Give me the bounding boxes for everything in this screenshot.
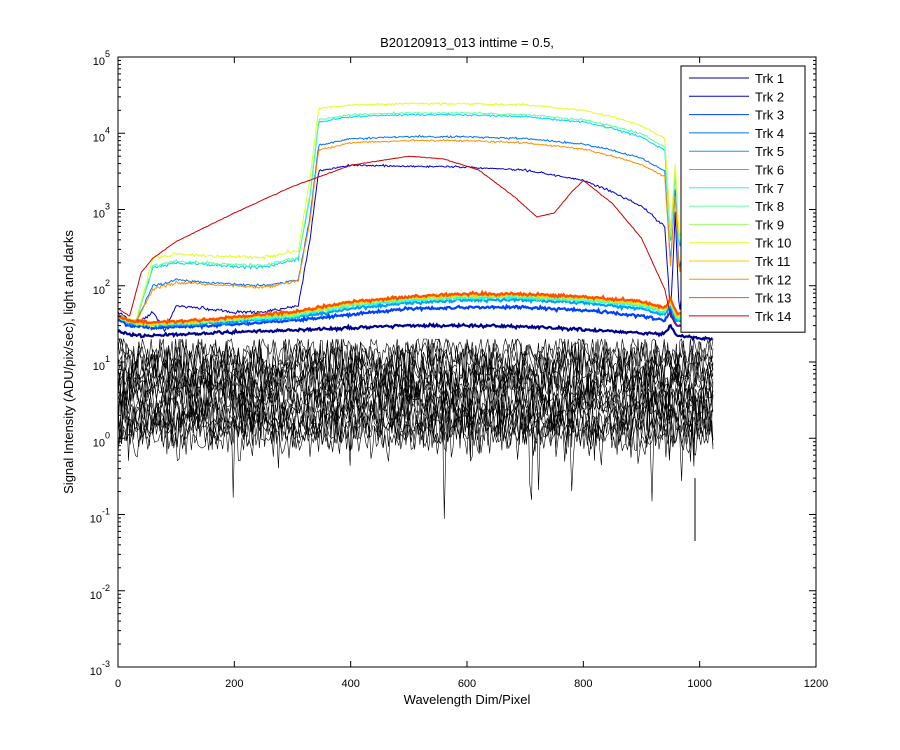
series-line-trk-8 <box>117 111 713 324</box>
legend-label: Trk 13 <box>755 291 791 306</box>
legend-label: Trk 5 <box>755 144 784 159</box>
x-axis-label: Wavelength Dim/Pixel <box>404 692 531 707</box>
legend-label: Trk 2 <box>755 89 784 104</box>
x-tick-label: 0 <box>115 678 121 690</box>
x-tick-label: 800 <box>574 678 592 690</box>
legend: Trk 1 Trk 2 Trk 3 Trk 4 Trk 5 Trk 6 Trk 7 Trk 8… <box>680 65 806 333</box>
dark-frame-trace <box>117 407 714 502</box>
legend-label: Trk 3 <box>755 108 784 123</box>
y-tick-label: 101 <box>93 354 110 373</box>
series-line-trk-2 <box>117 163 713 333</box>
dark-frame-trace <box>117 337 714 421</box>
series-line-trk-5 <box>117 296 713 328</box>
x-tick-label: 200 <box>225 678 243 690</box>
series-line-trk-13 <box>117 289 713 326</box>
x-axis: 0 200 400 600 800 1000 1200 <box>115 57 828 690</box>
legend-label: Trk 11 <box>755 254 790 269</box>
y-tick-label: 102 <box>93 278 110 297</box>
legend-box <box>680 65 806 333</box>
legend-label: Trk 8 <box>755 199 784 214</box>
legend-label: Trk 9 <box>755 217 784 232</box>
y-axis: 10-3 10-2 10-1 100 101 102 103 104 105 <box>90 49 816 678</box>
dark-frame-trace <box>117 346 714 444</box>
legend-label: Trk 10 <box>755 236 791 251</box>
series-line-trk-4 <box>117 134 713 326</box>
dark-frame-trace <box>117 384 714 467</box>
y-tick-label: 103 <box>93 202 110 221</box>
dark-frame-trace <box>117 403 714 519</box>
x-tick-label: 600 <box>458 678 476 690</box>
y-tick-label: 105 <box>93 49 110 68</box>
series-line-trk-12 <box>117 138 713 324</box>
legend-label: Trk 4 <box>755 126 784 141</box>
series-layer <box>117 101 714 342</box>
y-tick-label: 104 <box>93 125 110 144</box>
x-tick-label: 1200 <box>804 678 828 690</box>
series-line-trk-3 <box>117 303 714 332</box>
y-tick-label: 10-2 <box>90 583 110 602</box>
y-tick-label: 100 <box>93 430 110 449</box>
chart-title: B20120913_013 inttime = 0.5, <box>380 35 554 50</box>
legend-label: Trk 1 <box>755 71 784 86</box>
legend-label: Trk 12 <box>755 272 791 287</box>
series-line-trk-6 <box>117 112 713 323</box>
legend-label: Trk 14 <box>755 309 791 324</box>
y-tick-label: 10-1 <box>90 507 110 526</box>
series-line-trk-1 <box>117 322 714 342</box>
legend-label: Trk 6 <box>755 163 784 178</box>
dark-frame-trace <box>117 337 714 409</box>
dark-frames-layer <box>117 337 714 541</box>
series-line-trk-10 <box>117 101 713 324</box>
x-tick-label: 1000 <box>687 678 711 690</box>
x-tick-label: 400 <box>341 678 359 690</box>
dark-frame-trace <box>117 378 714 438</box>
y-tick-label: 10-3 <box>90 659 110 678</box>
y-axis-label: Signal Intensity (ADU/pix/sec), light an… <box>61 230 76 494</box>
legend-label: Trk 7 <box>755 181 784 196</box>
series-line-trk-14 <box>117 155 713 333</box>
